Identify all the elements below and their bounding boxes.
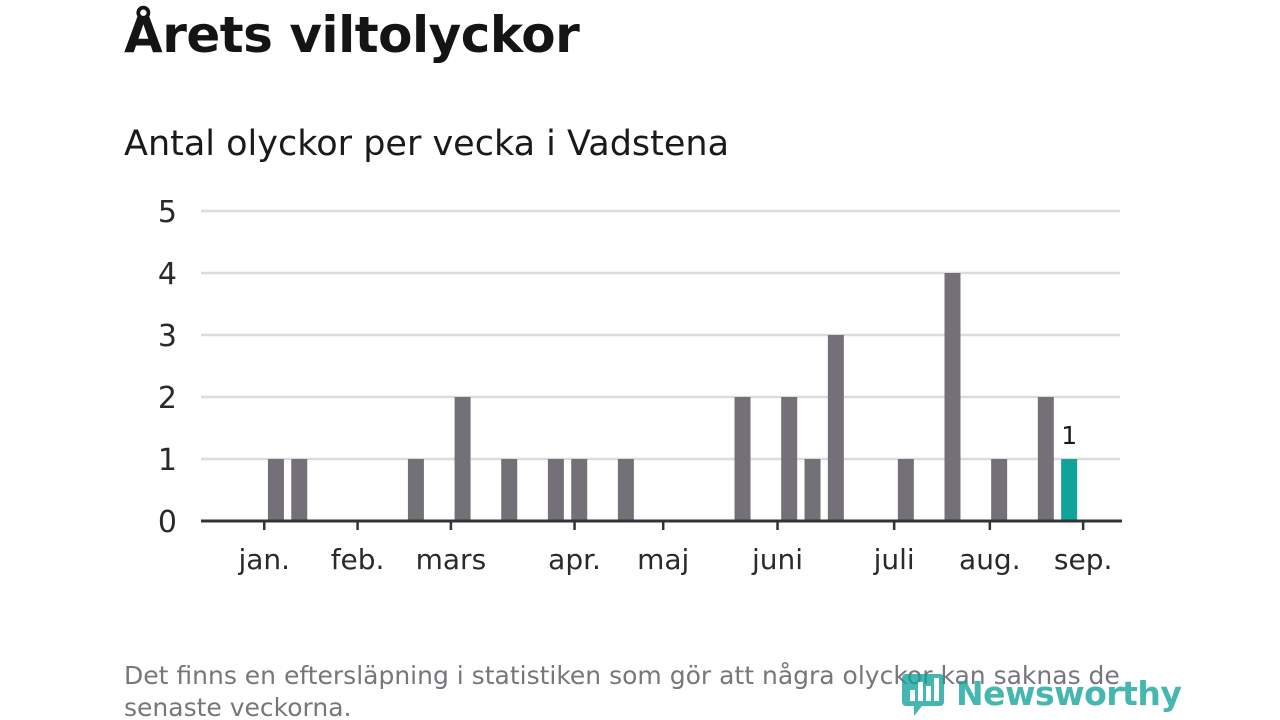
bar [781, 397, 798, 521]
bar [407, 459, 424, 521]
bar-chart: 0 1 2 3 4 5 jan. feb. mars apr. maj juni juli aug. se… [158, 195, 1122, 576]
y-tick-label: 0 [158, 505, 177, 540]
bars [267, 273, 1078, 521]
y-axis-ticks: 0 1 2 3 4 5 [158, 195, 177, 540]
bar [267, 459, 284, 521]
y-tick-label: 4 [158, 257, 177, 292]
x-tick-label: maj [637, 543, 689, 576]
bar [454, 397, 471, 521]
bar-chart-speech-bubble-icon [902, 674, 944, 716]
y-tick-label: 2 [158, 381, 177, 416]
bar [1037, 397, 1054, 521]
chart-subtitle: Antal olyckor per vecka i Vadstena [124, 124, 730, 164]
bar [944, 273, 961, 521]
bar [804, 459, 821, 521]
x-tick-label: juni [751, 543, 803, 576]
bar [734, 397, 751, 521]
y-tick-label: 3 [158, 319, 177, 354]
x-tick-label: aug. [959, 543, 1021, 576]
x-tick-label: apr. [548, 543, 601, 576]
bar [571, 459, 588, 521]
x-tick-label: juli [873, 543, 915, 576]
x-tick-label: jan. [237, 543, 290, 576]
footnote: Det finns en eftersläpning i statistiken… [124, 661, 1120, 720]
value-labels: 1 [1061, 421, 1077, 450]
x-axis: jan. feb. mars apr. maj juni juli aug. sep. [201, 519, 1122, 576]
newsworthy-logo: Newsworthy [902, 668, 1182, 718]
bar [547, 459, 564, 521]
x-tick-label: sep. [1054, 543, 1113, 576]
y-tick-label: 1 [158, 443, 177, 478]
grid-lines [201, 209, 1120, 461]
bar [617, 459, 634, 521]
x-tick-label: mars [416, 543, 487, 576]
bar [897, 459, 914, 521]
highlight-value-label: 1 [1061, 421, 1077, 450]
chart-title: Årets viltolyckor [124, 6, 580, 64]
bar-current-week [1061, 459, 1078, 521]
x-tick-label: feb. [331, 543, 385, 576]
logo-text: Newsworthy [956, 673, 1182, 713]
y-tick-label: 5 [158, 195, 177, 230]
bar [827, 335, 844, 521]
bar [501, 459, 518, 521]
bar [291, 459, 308, 521]
bar [991, 459, 1008, 521]
